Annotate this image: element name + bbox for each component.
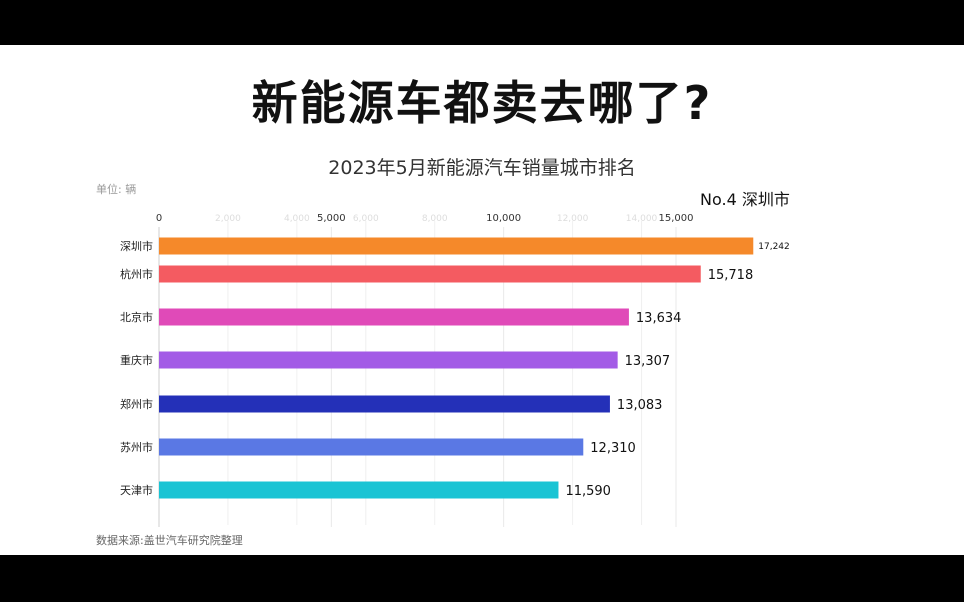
data-label: 13,634 xyxy=(636,311,682,326)
ghost-tick-label: 4,000 xyxy=(284,214,310,224)
data-label: 15,718 xyxy=(708,268,754,283)
data-label: 17,242 xyxy=(758,242,790,252)
bar-chart: 2,000 4,000 6,000 8,000 12,000 14,000 0 5,000 10… xyxy=(120,213,790,527)
page-title: 新能源车都卖去哪了? xyxy=(251,76,713,130)
ghost-tick-label: 6,000 xyxy=(353,214,379,224)
ghost-tick-label: 8,000 xyxy=(422,214,448,224)
data-label: 12,310 xyxy=(590,441,636,456)
bar-2 xyxy=(159,265,701,283)
data-label: 11,590 xyxy=(565,484,611,499)
chart-subtitle: 2023年5月新能源汽车销量城市排名 xyxy=(328,157,636,179)
ghost-tick-label: 12,000 xyxy=(557,214,589,224)
data-label: 13,307 xyxy=(625,354,671,369)
bar-4 xyxy=(159,351,618,369)
source-note: 数据来源:盖世汽车研究院整理 xyxy=(96,534,243,547)
bar-6 xyxy=(159,438,584,456)
unit-label: 单位: 辆 xyxy=(96,183,137,196)
category-label: 天津市 xyxy=(120,483,153,497)
x-tick-label: 5,000 xyxy=(317,213,346,224)
category-label: 深圳市 xyxy=(120,239,153,253)
x-tick-label: 10,000 xyxy=(486,213,521,224)
x-tick-label: 0 xyxy=(156,213,162,224)
category-label: 杭州市 xyxy=(120,267,153,281)
bar-1 xyxy=(159,237,754,255)
bar-3 xyxy=(159,308,629,326)
rank-label: No.4 深圳市 xyxy=(700,190,790,209)
category-label: 苏州市 xyxy=(120,440,153,454)
category-label: 北京市 xyxy=(120,310,153,324)
bar-5 xyxy=(159,395,610,413)
category-label: 重庆市 xyxy=(120,353,153,367)
data-label: 13,083 xyxy=(617,398,663,413)
x-tick-label: 15,000 xyxy=(659,213,694,224)
bar-7 xyxy=(159,481,559,499)
category-label: 郑州市 xyxy=(120,397,153,411)
ghost-tick-label: 2,000 xyxy=(215,214,241,224)
ghost-tick-label: 14,000 xyxy=(626,214,658,224)
chart-frame: 新能源车都卖去哪了? 2023年5月新能源汽车销量城市排名 单位: 辆 No.4… xyxy=(0,45,964,555)
